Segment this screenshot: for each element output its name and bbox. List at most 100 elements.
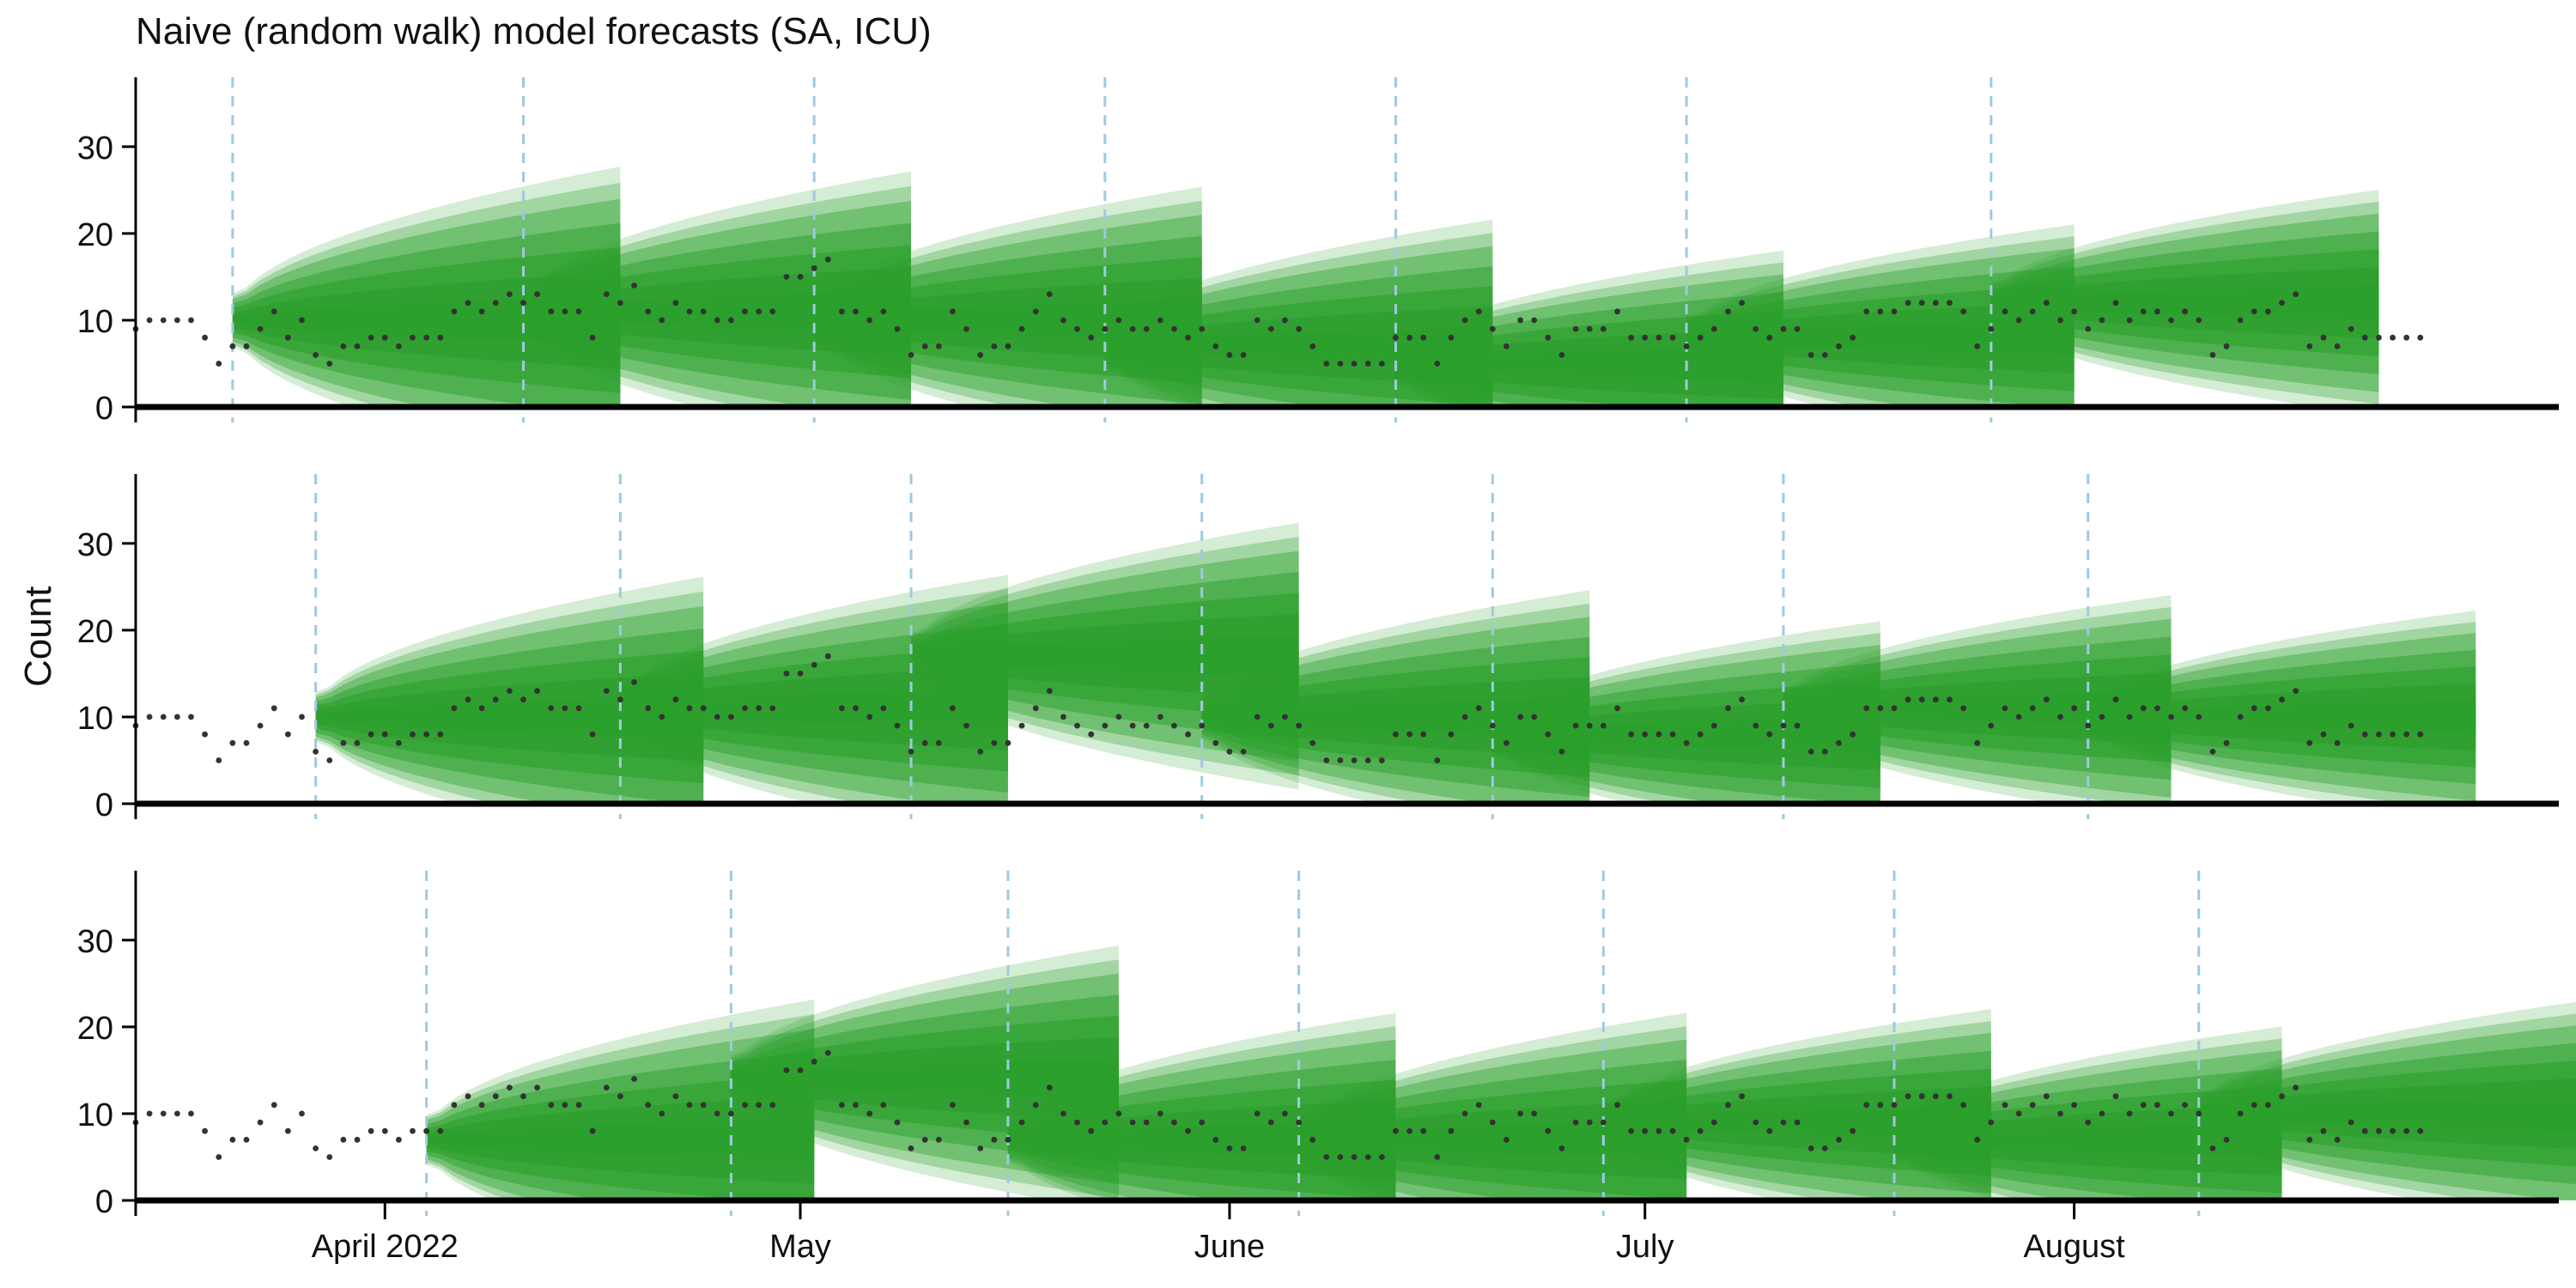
observed-point xyxy=(202,334,209,341)
observed-point xyxy=(2126,714,2133,720)
observed-point xyxy=(1683,1136,1690,1143)
observed-point xyxy=(243,739,250,746)
observed-point xyxy=(202,731,209,738)
observed-point xyxy=(866,317,873,324)
y-tick-label: 10 xyxy=(77,304,113,340)
observed-point xyxy=(146,1110,153,1117)
observed-point xyxy=(811,1058,817,1065)
observed-point xyxy=(2140,1102,2147,1109)
observed-point xyxy=(2182,308,2189,315)
y-tick-label: 20 xyxy=(77,1011,113,1047)
observed-point xyxy=(2293,1084,2300,1091)
observed-point xyxy=(548,308,555,315)
observed-point xyxy=(437,334,444,341)
observed-point xyxy=(1642,731,1649,738)
observed-point xyxy=(575,308,582,315)
observed-point xyxy=(950,705,956,712)
observed-point xyxy=(2209,1145,2216,1151)
observed-point xyxy=(617,696,623,703)
observed-point xyxy=(935,343,942,349)
observed-point xyxy=(2015,714,2022,720)
observed-point xyxy=(340,739,347,746)
observed-point xyxy=(1558,1145,1565,1151)
observed-point xyxy=(216,361,222,367)
observed-point xyxy=(1918,696,1925,703)
observed-point xyxy=(1254,714,1261,720)
observed-point xyxy=(894,325,901,332)
observed-point xyxy=(1420,334,1427,341)
observed-point xyxy=(1725,705,1731,712)
observed-point xyxy=(257,325,264,332)
observed-point xyxy=(2085,1119,2092,1126)
observed-point xyxy=(160,317,167,324)
observed-point xyxy=(1199,722,1206,729)
observed-point xyxy=(1143,722,1150,729)
observed-point xyxy=(935,1136,942,1143)
observed-point xyxy=(742,1102,748,1109)
observed-point xyxy=(1863,308,1870,315)
observed-point xyxy=(1545,1127,1552,1134)
observed-point xyxy=(1018,1119,1025,1126)
observed-point xyxy=(1199,1119,1206,1126)
observed-point xyxy=(2279,300,2285,307)
observed-point xyxy=(1586,722,1593,729)
observed-point xyxy=(451,1102,458,1109)
observed-point xyxy=(313,352,319,358)
observed-point xyxy=(824,256,831,263)
observed-point xyxy=(1364,1154,1371,1160)
observed-point xyxy=(2265,308,2271,315)
observed-point xyxy=(1836,739,1842,746)
observed-point xyxy=(1710,722,1717,729)
observed-point xyxy=(1988,722,1995,729)
observed-point xyxy=(1821,352,1828,358)
observed-point xyxy=(2002,1102,2008,1109)
observed-point xyxy=(202,1127,209,1134)
observed-point xyxy=(1489,1119,1496,1126)
observed-point xyxy=(1406,1127,1413,1134)
observed-point xyxy=(1212,343,1219,349)
observed-point xyxy=(492,300,499,307)
observed-point xyxy=(1807,749,1814,755)
observed-point xyxy=(465,1093,471,1100)
observed-point xyxy=(1267,325,1274,332)
observed-point xyxy=(520,696,526,703)
observed-point xyxy=(507,688,513,694)
observed-point xyxy=(2071,705,2078,712)
observed-point xyxy=(1171,325,1177,332)
observed-point xyxy=(1614,308,1620,315)
chart-title: Naive (random walk) model forecasts (SA,… xyxy=(136,10,932,52)
observed-point xyxy=(1018,325,1025,332)
observed-point xyxy=(1309,739,1316,746)
observed-point xyxy=(299,714,305,720)
forecast-band xyxy=(1783,690,2172,726)
observed-point xyxy=(1558,352,1565,358)
observed-point xyxy=(839,308,845,315)
observed-point xyxy=(1240,352,1247,358)
observed-point xyxy=(1461,1110,1468,1117)
observed-point xyxy=(1918,1093,1925,1100)
observed-point xyxy=(1282,317,1288,324)
observed-point xyxy=(728,1110,734,1117)
observed-point xyxy=(1725,1102,1731,1109)
observed-point xyxy=(2403,334,2410,341)
observed-point xyxy=(562,705,568,712)
observed-point xyxy=(1960,1102,1967,1109)
observed-point xyxy=(1337,1154,1344,1160)
forecast-band xyxy=(731,1058,1119,1101)
observed-point xyxy=(2209,749,2216,755)
observed-point xyxy=(229,1136,236,1143)
observed-point xyxy=(188,317,194,324)
observed-point xyxy=(2168,714,2174,720)
observed-point xyxy=(1600,722,1607,729)
observed-point xyxy=(2306,343,2313,349)
observed-point xyxy=(340,343,347,349)
observed-point xyxy=(1504,343,1510,349)
observed-point xyxy=(2390,731,2396,738)
observed-point xyxy=(2293,291,2300,297)
observed-point xyxy=(548,1102,555,1109)
observed-point xyxy=(1351,757,1358,763)
observed-point xyxy=(686,1102,693,1109)
observed-point xyxy=(1351,361,1358,367)
observed-point xyxy=(1850,731,1856,738)
